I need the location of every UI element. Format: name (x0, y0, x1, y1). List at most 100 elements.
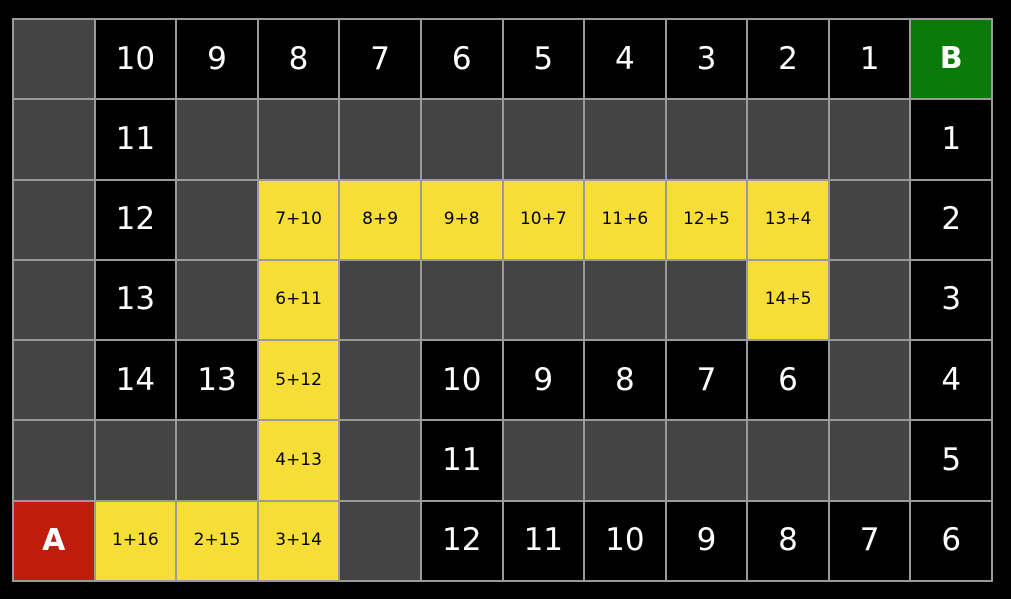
grid-cell-sum[interactable]: 13+4 (748, 180, 828, 259)
grid-cell-step[interactable]: 13 (95, 260, 176, 340)
grid-cell-empty[interactable] (14, 100, 94, 179)
grid-cell-empty[interactable] (421, 260, 502, 340)
grid-cell-sum[interactable]: 9+8 (421, 180, 502, 259)
grid-cell-empty[interactable] (340, 501, 420, 580)
grid-cell-empty[interactable] (829, 260, 910, 340)
grid-cell-label: 4 (941, 361, 962, 398)
grid-cell-sum[interactable]: 11+6 (585, 180, 665, 259)
grid-cell-step[interactable]: 6 (748, 341, 828, 420)
grid-cell-step[interactable]: 12 (421, 501, 502, 580)
grid-cell-start[interactable]: B (911, 20, 991, 99)
grid-cell-sum[interactable]: 12+5 (666, 180, 747, 259)
grid-cell-empty[interactable] (14, 180, 94, 259)
grid-cell-step[interactable]: 14 (95, 341, 176, 420)
grid-cell-empty[interactable] (340, 341, 420, 420)
grid-cell-empty[interactable] (585, 260, 665, 340)
grid-cell-step[interactable]: 11 (503, 501, 584, 580)
grid-cell-empty[interactable] (666, 260, 747, 340)
grid-cell-step[interactable]: 3 (911, 260, 991, 340)
grid-cell-step[interactable]: 8 (585, 341, 665, 420)
grid-cell-step[interactable]: 5 (911, 421, 991, 500)
grid-cell-label: 13 (197, 361, 237, 398)
grid-cell-sum[interactable]: 7+10 (258, 180, 339, 259)
grid-cell-empty[interactable] (829, 341, 910, 420)
grid-cell-step[interactable]: 8 (748, 501, 828, 580)
grid-cell-step[interactable]: 12 (95, 180, 176, 259)
grid-cell-empty[interactable] (95, 421, 176, 500)
grid-cell-empty[interactable] (503, 100, 584, 179)
grid-cell-label: 11 (523, 522, 564, 559)
grid-cell-step[interactable]: 2 (911, 180, 991, 259)
grid-cell-step[interactable]: 6 (911, 501, 991, 580)
grid-cell-step[interactable]: 2 (748, 20, 828, 99)
grid-cell-empty[interactable] (748, 421, 828, 500)
grid-cell-step[interactable]: 7 (666, 341, 747, 420)
grid-cell-empty[interactable] (666, 100, 747, 179)
grid-cell-sum[interactable]: 14+5 (748, 260, 828, 340)
grid-cell-step[interactable]: 4 (585, 20, 665, 99)
grid-cell-sum[interactable]: 5+12 (258, 341, 339, 420)
grid-cell-step[interactable]: 6 (421, 20, 502, 99)
grid-cell-label: 9 (696, 522, 717, 559)
grid-cell-empty[interactable] (503, 421, 584, 500)
grid-cell-step[interactable]: 9 (666, 501, 747, 580)
grid-cell-empty[interactable] (14, 20, 94, 99)
grid-cell-empty[interactable] (829, 100, 910, 179)
grid-cell-step[interactable]: 9 (177, 20, 257, 99)
grid-cell-empty[interactable] (14, 421, 94, 500)
grid-cell-empty[interactable] (585, 100, 665, 179)
grid-cell-label: 8 (615, 361, 635, 398)
puzzle-grid: 10 9 8 7 6 5 4 3 2 1 B 11 1 12 7+10 8+9 9+8 10+7 11+6 12+5 1… (12, 18, 993, 582)
grid-cell-label: 3 (696, 40, 717, 77)
grid-cell-empty[interactable] (340, 421, 420, 500)
grid-cell-label: 6+11 (275, 289, 322, 310)
grid-cell-empty[interactable] (503, 260, 584, 340)
grid-cell-step[interactable]: 4 (911, 341, 991, 420)
grid-cell-label: 1 (941, 120, 962, 157)
grid-cell-empty[interactable] (258, 100, 339, 179)
grid-cell-empty[interactable] (340, 100, 420, 179)
grid-cell-sum[interactable]: 8+9 (340, 180, 420, 259)
grid-cell-empty[interactable] (177, 100, 257, 179)
grid-cell-empty[interactable] (585, 421, 665, 500)
grid-cell-step[interactable]: 8 (258, 20, 339, 99)
grid-cell-sum[interactable]: 2+15 (177, 501, 257, 580)
grid-cell-empty[interactable] (14, 341, 94, 420)
grid-cell-sum[interactable]: 3+14 (258, 501, 339, 580)
grid-cell-empty[interactable] (829, 421, 910, 500)
grid-cell-step[interactable]: 11 (95, 100, 176, 179)
grid-cell-empty[interactable] (829, 180, 910, 259)
grid-cell-goal[interactable]: A (14, 501, 94, 580)
grid-cell-sum[interactable]: 6+11 (258, 260, 339, 340)
grid-cell-step[interactable]: 1 (911, 100, 991, 179)
grid-cell-sum[interactable]: 4+13 (258, 421, 339, 500)
grid-cell-step[interactable]: 9 (503, 341, 584, 420)
grid-cell-label: 8+9 (362, 209, 399, 230)
grid-cell-empty[interactable] (340, 260, 420, 340)
grid-cell-label: 10 (115, 40, 156, 77)
grid-cell-step[interactable]: 5 (503, 20, 584, 99)
grid-cell-step[interactable]: 10 (95, 20, 176, 99)
grid-cell-empty[interactable] (14, 260, 94, 340)
grid-cell-sum[interactable]: 10+7 (503, 180, 584, 259)
grid-cell-empty[interactable] (177, 260, 257, 340)
grid-cell-empty[interactable] (177, 421, 257, 500)
grid-cell-step[interactable]: 7 (829, 501, 910, 580)
grid-cell-step[interactable]: 1 (829, 20, 910, 99)
grid-cell-step[interactable]: 10 (421, 341, 502, 420)
grid-cell-label: B (939, 41, 963, 77)
grid-cell-label: 10+7 (519, 209, 567, 230)
grid-cell-step[interactable]: 10 (585, 501, 665, 580)
grid-cell-empty[interactable] (421, 100, 502, 179)
grid-cell-label: 12 (115, 201, 156, 238)
grid-cell-label: 7 (696, 361, 717, 398)
grid-cell-step[interactable]: 7 (340, 20, 420, 99)
grid-cell-step[interactable]: 13 (177, 341, 257, 420)
grid-cell-empty[interactable] (748, 100, 828, 179)
grid-container: 10 9 8 7 6 5 4 3 2 1 B 11 1 12 7+10 8+9 9+8 10+7 11+6 12+5 1… (12, 18, 993, 582)
grid-cell-sum[interactable]: 1+16 (95, 501, 176, 580)
grid-cell-step[interactable]: 11 (421, 421, 502, 500)
grid-cell-empty[interactable] (177, 180, 257, 259)
grid-cell-empty[interactable] (666, 421, 747, 500)
grid-cell-step[interactable]: 3 (666, 20, 747, 99)
